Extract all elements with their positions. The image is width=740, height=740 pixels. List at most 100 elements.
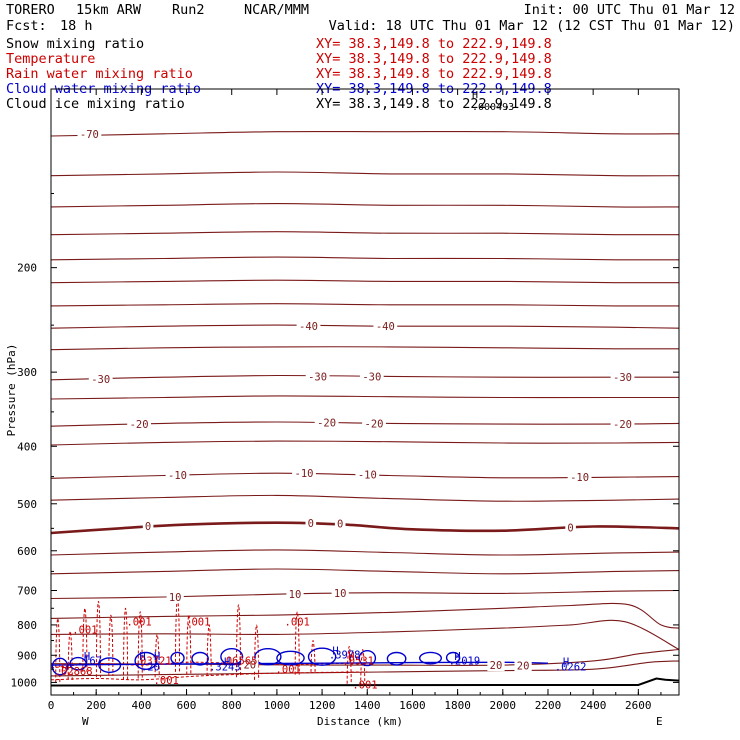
isotherm-label-1: -40: [299, 321, 318, 333]
isotherm-label-bg-7: [127, 418, 151, 431]
isotherm-label-4: -30: [308, 371, 327, 383]
field-name-cloud-ice: Cloud ice mixing ratio: [6, 96, 185, 112]
rain-contour-10: [206, 624, 212, 676]
isotherm-label-bg-6: [610, 371, 635, 384]
cloud-water-contour-8: [276, 650, 305, 666]
rain-water-label-7: .03721: [134, 655, 172, 667]
x-tick-label-3: 600: [177, 699, 197, 712]
isotherm-label-bg-12: [292, 467, 316, 480]
isotherm-label-21: 10: [334, 588, 347, 600]
isotherm-label-bg-2: [373, 320, 398, 333]
x-tick-label-5: 1000: [264, 699, 291, 712]
isotherm-label-9: -20: [365, 418, 384, 430]
rain-contour-14: [310, 640, 316, 672]
rain-water-label-9: .0531: [342, 655, 374, 667]
init-label: Init: 00 UTC Thu 01 Mar 12: [524, 2, 735, 18]
x-tick-label-9: 1800: [444, 699, 471, 712]
rain-water-label-3: .001: [285, 617, 310, 629]
rain-water-label-1: .001: [126, 617, 151, 629]
isotherm-label-bg-11: [165, 468, 190, 481]
rain-contour-11: [235, 604, 242, 678]
rain-contour-7: [154, 633, 160, 678]
isotherm-line-9: [50, 374, 679, 381]
x-tick-label-6: 1200: [309, 699, 336, 712]
plot-frame: [50, 88, 680, 696]
isotherm-line-14: [50, 494, 680, 502]
rain-contour-12: [254, 624, 260, 680]
isotherm-label-bg-5: [359, 370, 384, 383]
x-tick-label-0: 0: [48, 699, 55, 712]
rain-water-label-10: .02868: [55, 666, 93, 678]
isotherm-label-bg-4: [305, 370, 330, 383]
rain-water-label-5: .001: [276, 664, 301, 676]
contour-label-layer: -70 -40 -40 -30 -30 -30 -30 -20 -20 -20 -20 -10 -10 -…: [55, 127, 635, 692]
isotherm-label-23: 20: [490, 660, 503, 672]
field-xy-temperature: XY= 38.3,149.8 to 222.9,149.8: [316, 51, 552, 67]
rain-contour-5: [123, 607, 129, 680]
field-name-rain: Rain water mixing ratio: [6, 66, 193, 82]
isotherm-label-bg-10: [610, 418, 635, 431]
isotherm-label-10: -20: [613, 419, 632, 431]
cloud-water-contour-10: [358, 649, 377, 667]
isotherm-label-0: -70: [80, 129, 99, 141]
maximum-marker-1: H: [139, 651, 145, 663]
y-tick-label-0: 200: [17, 262, 37, 275]
maximum-marker-0: H: [84, 651, 90, 663]
isotherm-label-bg-9: [362, 417, 386, 430]
cloud-water-contour-11: [386, 651, 407, 666]
isotherm-label-bg-21: [331, 587, 349, 600]
rain-contour-13: [294, 611, 300, 675]
isotherm-line-13: [50, 472, 680, 479]
isotherm-label-bg-20: [286, 587, 304, 600]
isotherm-label-6: -30: [613, 372, 632, 384]
rain-water-label-4: .001: [154, 675, 179, 687]
y-tick-label-7: 900: [17, 649, 37, 662]
isotherm-label-3: -30: [91, 374, 110, 386]
x-tick-label-13: 2600: [625, 699, 652, 712]
isotherm-label-bg-18: [565, 521, 576, 534]
cloud-water-contour-0: [51, 657, 69, 676]
x-tick-label-1: 200: [86, 699, 106, 712]
maximum-marker-5: H: [454, 651, 460, 663]
rain-contour-6: [137, 611, 143, 679]
isotherm-line-5: [50, 279, 680, 284]
isotherm-line-22: [50, 660, 680, 677]
isotherm-label-bg-23: [487, 659, 505, 672]
isotherm-label-7: -20: [130, 419, 149, 431]
maximum-marker-3: H: [224, 657, 230, 669]
isotherm-line-16: [50, 549, 680, 556]
x-tick-label-8: 1600: [399, 699, 426, 712]
isotherm-label-bg-16: [305, 517, 317, 530]
model-label: TORERO: [6, 2, 55, 18]
terrain-layer: [50, 677, 680, 687]
field-name-snow: Snow mixing ratio: [6, 36, 144, 52]
isotherm-label-bg-14: [567, 471, 592, 484]
x-tick-label-7: 1400: [354, 699, 381, 712]
rain-contour-15: [346, 646, 352, 684]
x-axis-title: Distance (km): [317, 715, 403, 728]
rain-contour-2: [82, 607, 88, 672]
field-xy-snow: XY= 38.3,149.8 to 222.9,149.8: [316, 36, 552, 52]
x-tick-label-2: 400: [131, 699, 151, 712]
cloud-water-contour-4: [170, 651, 185, 665]
rain-contour-4: [108, 614, 114, 676]
rain-water-label-2: .001: [185, 617, 210, 629]
cloud-water-contour-1: [69, 656, 87, 671]
maximum-marker-4: H: [332, 646, 338, 658]
isotherm-label-bg-24: [514, 659, 532, 672]
resolution-label: 15km ARW: [76, 2, 142, 18]
maximum-marker-8: H: [348, 651, 354, 663]
y-tick-label-1: 300: [17, 366, 37, 379]
cloud-water-label-3: .3978: [329, 650, 361, 662]
terrain-surface-line: [50, 677, 680, 687]
run-label: Run2: [172, 2, 205, 18]
rain-contour-3: [95, 600, 101, 678]
isotherm-line-17: [50, 568, 680, 575]
overlap-labels: H .000493: [472, 90, 514, 113]
y-tick-label-6: 800: [17, 619, 37, 632]
isotherm-line-4: [50, 256, 680, 261]
rain-water-label-8: .06565: [220, 655, 258, 667]
maximum-marker-7: H: [61, 663, 67, 675]
rain-contour-16: [360, 648, 366, 686]
